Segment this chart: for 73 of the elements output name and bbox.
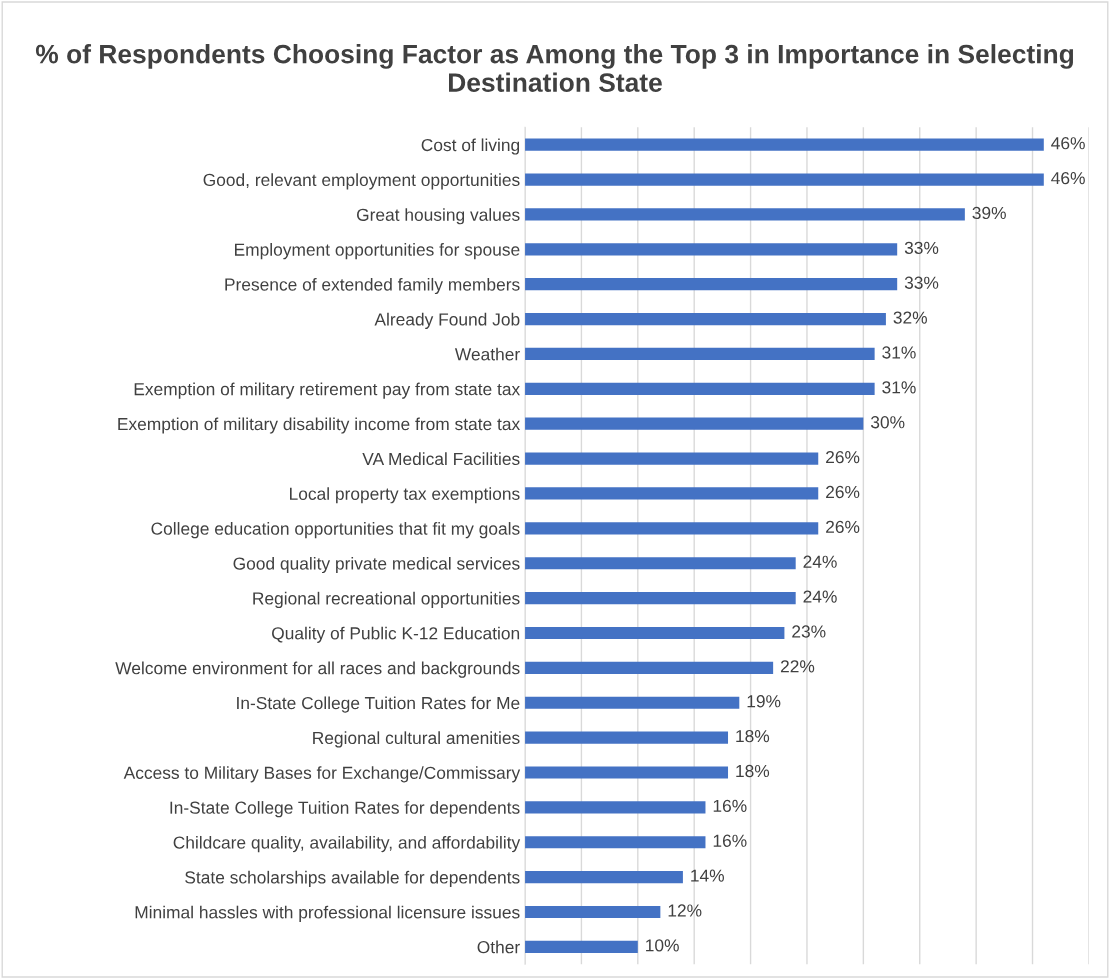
- data-label: 23%: [792, 625, 826, 638]
- y-tick-label: Childcare quality, availability, and affordability: [173, 835, 521, 853]
- data-label: 12%: [668, 904, 702, 917]
- bar: [525, 557, 796, 570]
- y-tick-label: Employment opportunities for spouse: [235, 243, 520, 260]
- y-tick-label: In-State College Tuition Rates for dependents: [170, 801, 520, 818]
- y-tick-label: Already Found Job: [374, 312, 520, 329]
- data-label: 26%: [826, 450, 860, 464]
- bar: [525, 592, 796, 605]
- y-tick-label: Other: [477, 940, 520, 954]
- data-label: 22%: [780, 660, 815, 673]
- data-label: 31%: [882, 346, 916, 359]
- bar: [525, 905, 661, 919]
- data-label: 46%: [1051, 171, 1085, 185]
- bar: [525, 661, 774, 674]
- y-tick-label: Exemption of military disability income from state tax: [118, 417, 520, 434]
- data-label: 18%: [736, 764, 770, 778]
- bar: [525, 208, 965, 221]
- bar: [525, 278, 898, 291]
- data-label: 24%: [803, 590, 837, 603]
- y-tick-label: State scholarships available for dependents: [185, 870, 520, 888]
- data-label: 31%: [882, 381, 916, 394]
- y-tick-label: Minimal hassles with professional licensure issues: [135, 905, 520, 922]
- data-label: 24%: [803, 555, 837, 568]
- data-label: 46%: [1051, 137, 1085, 150]
- y-tick-label: Cost of living: [421, 138, 520, 155]
- y-tick-label: In-State College Tuition Rates for Me: [237, 696, 520, 713]
- y-tick-label: Local property tax exemptions: [290, 487, 520, 504]
- bar: [525, 801, 706, 814]
- data-label: 32%: [893, 311, 927, 324]
- y-tick-label: Access to Military Bases for Exchange/Commissary: [123, 766, 521, 783]
- bar: [525, 522, 819, 535]
- data-label: 10%: [646, 939, 679, 952]
- bar: [525, 417, 864, 430]
- bar: [525, 452, 819, 465]
- bar: [525, 312, 886, 326]
- data-label: 26%: [826, 520, 860, 534]
- chart-title: % of Respondents Choosing Factor as Among the Top 3 in Importance in Selecting Destination State: [35, 44, 1074, 92]
- y-tick-label: Good quality private medical services: [233, 556, 520, 574]
- data-label: 16%: [713, 799, 747, 813]
- y-tick-label: Welcome environment for all races and backgrounds: [115, 661, 520, 678]
- bar: [525, 626, 785, 640]
- bar: [525, 696, 740, 709]
- y-tick-label: Weather: [454, 347, 520, 361]
- bar: [525, 382, 875, 395]
- y-tick-label: College education opportunities that fit my goals: [151, 522, 520, 539]
- y-tick-label: Good, relevant employment opportunities: [203, 173, 520, 190]
- bar: [525, 487, 819, 500]
- data-label: 16%: [713, 834, 747, 847]
- y-tick-label: VA Medical Facilities: [362, 452, 520, 466]
- data-label: 33%: [904, 241, 939, 254]
- y-tick-label: Great housing values: [356, 208, 520, 225]
- bar: [525, 731, 729, 744]
- bar: [525, 766, 729, 779]
- y-tick-label: Regional recreational opportunities: [253, 591, 520, 608]
- bar: [525, 173, 1044, 186]
- data-label: 14%: [691, 869, 724, 882]
- data-label: 26%: [826, 485, 860, 499]
- bar: [525, 836, 706, 849]
- bar: [525, 347, 875, 361]
- y-tick-label: Quality of Public K-12 Education: [272, 626, 520, 643]
- data-label: 33%: [904, 276, 939, 289]
- bar: [525, 243, 898, 256]
- y-tick-label: Presence of extended family members: [225, 277, 520, 295]
- bar: [525, 940, 638, 953]
- y-tick-label: Exemption of military retirement pay from state tax: [134, 382, 521, 399]
- bar: [525, 138, 1044, 151]
- data-label: 30%: [870, 416, 905, 429]
- bar: [525, 871, 683, 884]
- y-tick-label: Regional cultural amenities: [313, 731, 520, 748]
- data-label: 19%: [747, 695, 781, 708]
- data-label: 18%: [736, 729, 770, 743]
- data-label: 39%: [972, 206, 1006, 220]
